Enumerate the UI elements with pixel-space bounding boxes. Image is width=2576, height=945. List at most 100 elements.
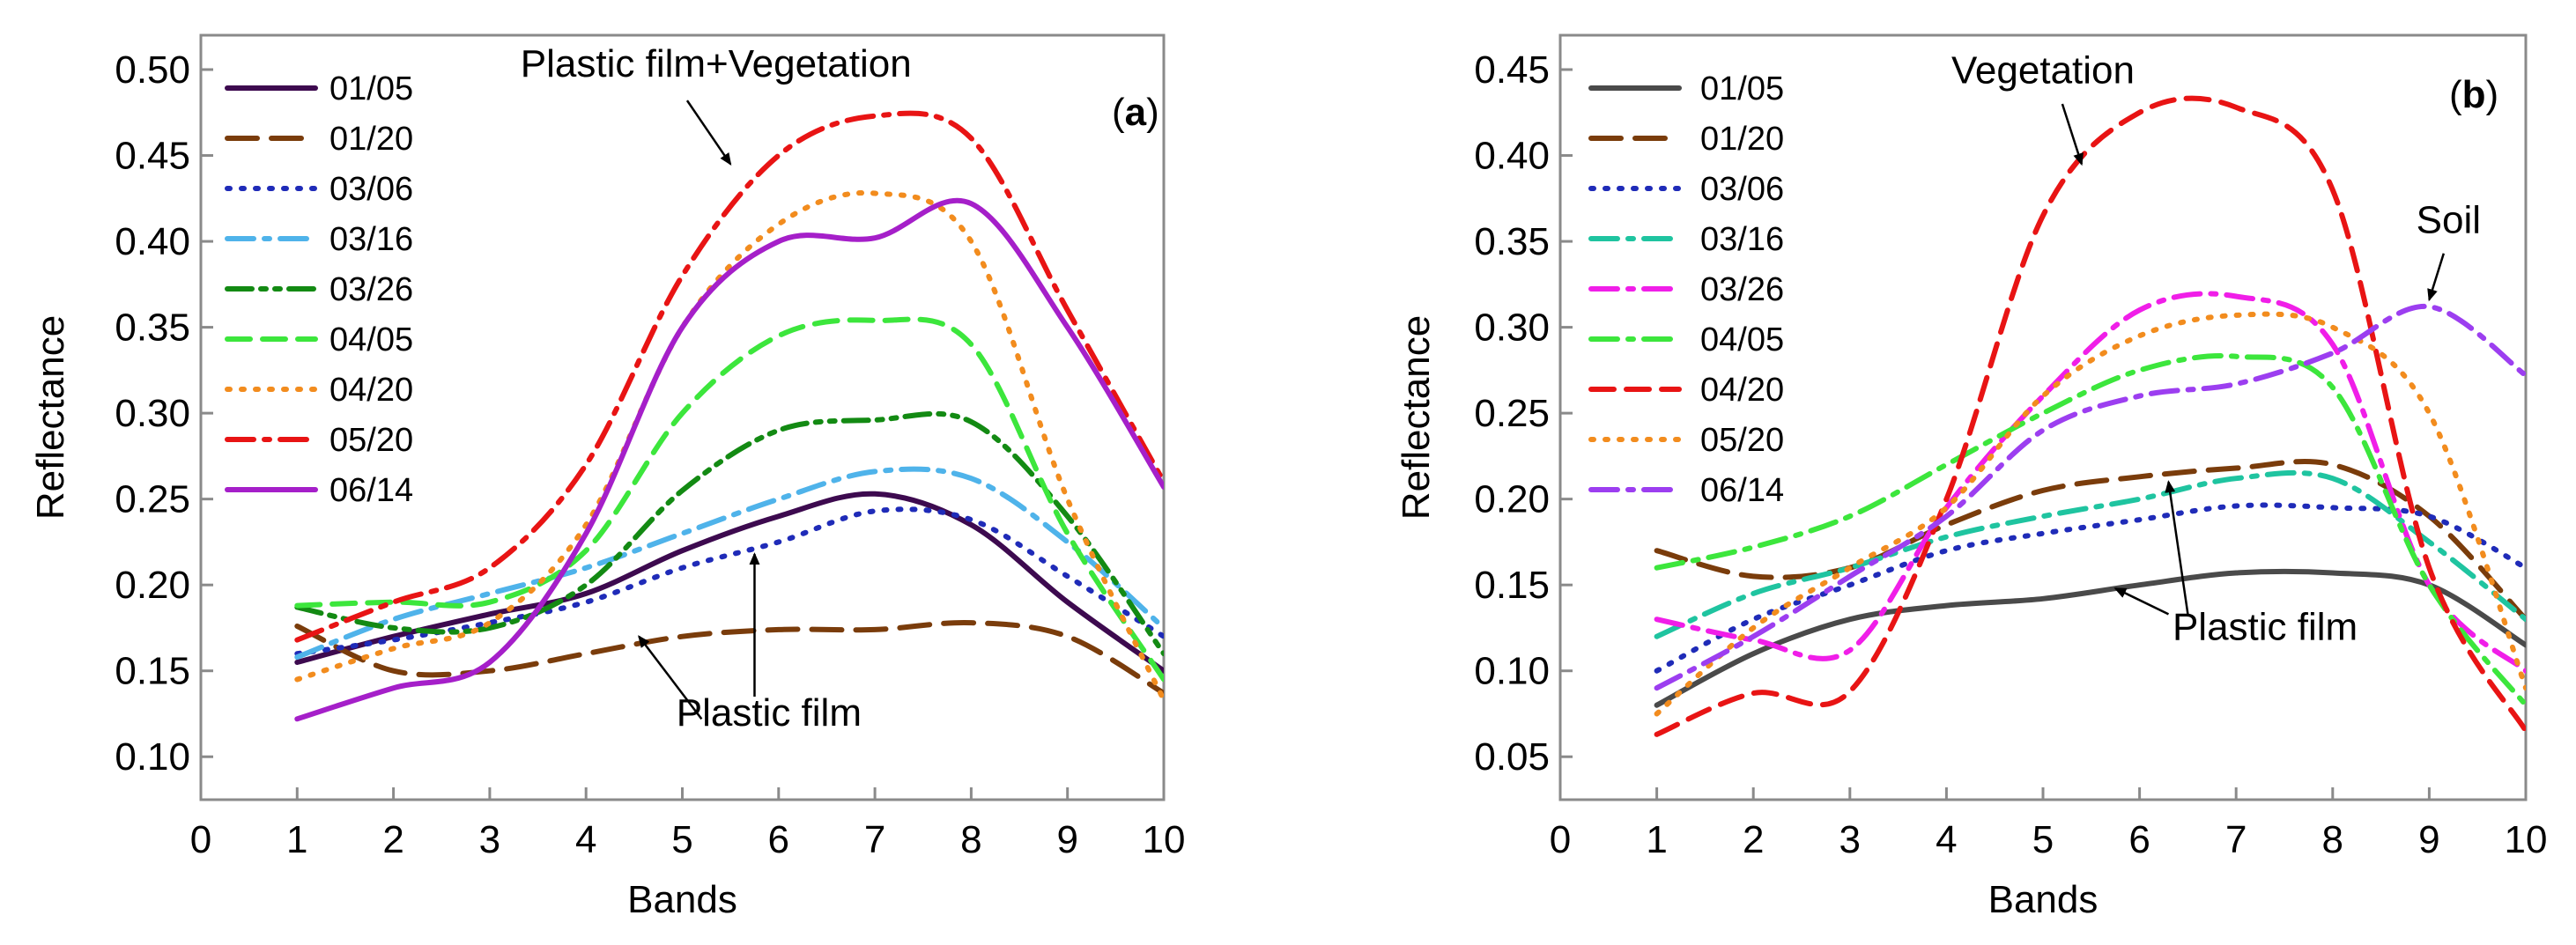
y-tick-label: 0.30	[1474, 306, 1550, 350]
y-tick-label: 0.35	[1474, 220, 1550, 263]
series-line-01-20	[1654, 459, 2526, 623]
series-lines	[1654, 95, 2526, 737]
y-tick-label: 0.50	[115, 48, 190, 92]
y-tick-label: 0.10	[1474, 650, 1550, 693]
x-tick-label: 9	[1056, 818, 1077, 861]
legend-label: 01/20	[329, 121, 413, 158]
chart-panel-b: 0 1 2 3 4 5 6 7 8 9 10 0.05 0.10 0.15 0.20 0.25 0.30 0.35…	[1395, 33, 2547, 921]
annotation-text: Vegetation	[1951, 49, 2135, 92]
legend-label: 03/16	[329, 221, 413, 258]
annotation-arrow	[2165, 480, 2189, 615]
x-tick-label: 4	[1936, 818, 1957, 861]
legend-label: 04/05	[329, 321, 413, 358]
annotation: Plastic film+Vegetation	[521, 42, 912, 166]
legend-label: 03/06	[329, 171, 413, 208]
series-line-04-20	[294, 190, 1164, 703]
x-tick-label: 0	[190, 818, 211, 861]
x-tick-label: 0	[1550, 818, 1571, 861]
panel-label: (a)	[1112, 91, 1159, 134]
x-tick-label: 1	[1646, 818, 1667, 861]
x-tick-label: 10	[1143, 818, 1186, 861]
series-line-05-20	[1654, 311, 2526, 717]
legend-label: 01/05	[1700, 70, 1784, 107]
series-line-01-20	[294, 619, 1164, 697]
y-tick-label: 0.05	[1474, 735, 1550, 779]
x-tick-label: 7	[2225, 818, 2247, 861]
legend-label: 04/20	[1700, 372, 1784, 409]
y-tick-label: 0.15	[115, 650, 190, 693]
y-tick-label: 0.15	[1474, 564, 1550, 607]
y-tick-label: 0.25	[1474, 392, 1550, 435]
legend-label: 03/26	[1700, 271, 1784, 308]
y-tick-label: 0.40	[1474, 135, 1550, 178]
series-line-01-05	[294, 491, 1164, 674]
panel-label: (b)	[2449, 73, 2498, 116]
annotation-arrow	[685, 100, 732, 166]
series-line-06-14	[294, 197, 1164, 722]
x-tick-label: 1	[286, 818, 307, 861]
legend-label: 01/20	[1700, 121, 1784, 158]
series-line-04-20	[1654, 95, 2526, 737]
x-tick-label: 4	[575, 818, 596, 861]
y-tick-label: 0.45	[115, 135, 190, 178]
series-line-03-06	[1654, 502, 2526, 674]
legend-label: 03/26	[329, 271, 413, 308]
legend-label: 05/20	[329, 422, 413, 459]
annotation-text: Plastic film	[2173, 606, 2358, 649]
annotation-text: Plastic film	[677, 691, 862, 735]
legend: 01/05 01/20 03/06 03/16 03/26 04/05 04/20 05/20…	[1588, 70, 1784, 509]
x-axis-title: Bands	[1988, 878, 2099, 921]
annotation: Plastic film	[2113, 480, 2358, 649]
legend-label: 01/05	[329, 70, 413, 107]
y-axis-title: Reflectance	[1395, 315, 1438, 520]
series-line-03-06	[294, 506, 1164, 657]
x-tick-label: 3	[479, 818, 500, 861]
y-tick-label: 0.10	[115, 735, 190, 779]
panel-letter: a	[1125, 91, 1147, 134]
chart-panel-a: 0 1 2 3 4 5 6 7 8 9 10 0.10 0.15 0.20 0.25 0.30 0.35 0.40…	[29, 33, 1186, 921]
series-line-03-26	[294, 410, 1164, 657]
legend-label: 06/14	[1700, 472, 1784, 509]
x-tick-label: 9	[2418, 818, 2439, 861]
series-line-04-05	[294, 316, 1164, 683]
x-tick-label: 5	[2032, 818, 2054, 861]
x-tick-label: 2	[1743, 818, 1764, 861]
series-line-03-16	[1654, 469, 2526, 639]
x-tick-label: 5	[671, 818, 692, 861]
y-tick-label: 0.25	[115, 478, 190, 521]
annotation-text: Soil	[2417, 198, 2481, 241]
annotation: Soil	[2417, 198, 2481, 302]
annotation-arrow	[2427, 253, 2446, 302]
panel-letter: b	[2462, 73, 2486, 116]
x-tick-label: 7	[864, 818, 885, 861]
annotation: Plastic film	[638, 552, 862, 735]
series-lines	[294, 110, 1164, 722]
y-tick-label: 0.20	[1474, 478, 1550, 521]
annotation-text: Plastic film+Vegetation	[521, 42, 912, 85]
legend-label: 04/20	[329, 372, 413, 409]
x-tick-label: 8	[960, 818, 981, 861]
y-axis-title: Reflectance	[29, 315, 72, 520]
legend-label: 06/14	[329, 472, 413, 509]
x-tick-label: 6	[2128, 818, 2150, 861]
x-tick-label: 2	[382, 818, 403, 861]
annotation-arrow	[2061, 103, 2084, 166]
y-tick-label: 0.20	[115, 564, 190, 607]
legend-label: 04/05	[1700, 321, 1784, 358]
x-tick-label: 8	[2322, 818, 2343, 861]
annotation-arrow	[2113, 587, 2170, 616]
legend-label: 03/06	[1700, 171, 1784, 208]
series-line-06-14	[1654, 304, 2526, 691]
y-tick-label: 0.30	[115, 392, 190, 435]
series-line-01-05	[1654, 568, 2526, 708]
y-tick-label: 0.40	[115, 220, 190, 263]
y-tick-label: 0.35	[115, 306, 190, 350]
series-line-04-05	[1654, 353, 2526, 708]
x-tick-label: 6	[768, 818, 789, 861]
series-line-03-26	[1654, 291, 2526, 674]
annotation: Vegetation	[1951, 49, 2135, 166]
legend: 01/05 01/20 03/06 03/16 03/26 04/05 04/20 05/20…	[225, 70, 413, 509]
legend-label: 05/20	[1700, 422, 1784, 459]
y-tick-label: 0.45	[1474, 48, 1550, 92]
